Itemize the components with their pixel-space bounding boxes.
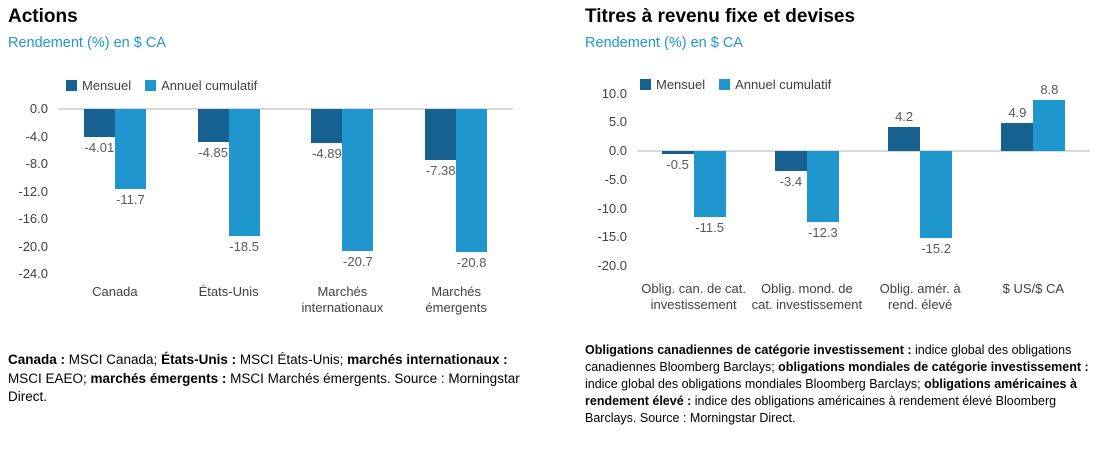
category-label: Canada: [92, 284, 138, 299]
footnote-term: marchés internationaux :: [347, 352, 508, 367]
annuel-cumulatif-bar: [1033, 100, 1066, 151]
legend-item-mensuel: Mensuel: [66, 78, 131, 93]
chart-subtitle-actions: Rendement (%) en $ CA: [8, 35, 166, 51]
category-label: Oblig. mond. de cat. investissement: [751, 281, 863, 313]
value-label: 4.9: [1008, 104, 1027, 120]
footnote-term: Canada :: [8, 352, 69, 367]
y-tick-label: -20.0: [597, 258, 627, 273]
y-tick-label: -16.0: [18, 211, 48, 226]
value-label: -12.3: [808, 224, 838, 240]
annuel-cumulatif-bar: [920, 151, 953, 239]
value-label: -11.7: [116, 192, 145, 208]
footnote-term: obligations mondiales de catégorie inves…: [778, 360, 1089, 374]
y-tick-label: -12.0: [18, 183, 48, 199]
y-tick-label: -10.0: [597, 200, 627, 216]
footnote-text: indice global des obligations mondiales …: [585, 377, 925, 391]
annuel-cumulatif-bar: [456, 109, 488, 252]
annuel-cumulatif-bar: [228, 109, 260, 237]
mensuel-swatch-icon: [66, 80, 77, 91]
legend-label-annuel-cumulatif: Annuel cumulatif: [161, 78, 258, 93]
footnote-term: Obligations canadiennes de catégorie inv…: [585, 343, 915, 357]
mensuel-bar: [661, 151, 694, 154]
category-label: Marchés internationaux: [301, 284, 384, 316]
value-label: -15.2: [921, 241, 951, 257]
annuel-cumulatif-swatch-icon: [145, 80, 157, 91]
mensuel-bar: [425, 109, 457, 160]
y-tick-label: 5.0: [608, 114, 627, 130]
mensuel-swatch-icon: [640, 79, 651, 90]
annuel-cumulatif-bar: [114, 109, 146, 190]
y-tick-label: 0.0: [29, 101, 48, 116]
value-label: -11.5: [695, 220, 724, 236]
y-tick-label: -8.0: [25, 156, 48, 171]
annuel-cumulatif-bar: [806, 151, 839, 222]
legend-fixed-income: Mensuel Annuel cumulatif: [640, 77, 831, 92]
y-tick-label: 0.0: [608, 143, 627, 158]
value-label: -20.8: [456, 255, 487, 270]
fixed-income-footnote: Obligations canadiennes de catégorie inv…: [585, 342, 1097, 427]
category-label: $ US/$ CA: [1002, 281, 1065, 296]
y-tick-label: -5.0: [604, 171, 627, 187]
zero-axis-line: [58, 108, 513, 110]
mensuel-bar: [197, 109, 229, 143]
actions-footnote: Canada : MSCI Canada; États-Unis : MSCI …: [8, 351, 535, 407]
category-label: Oblig. amér. à rend. élevé: [879, 281, 961, 313]
value-label: -0.5: [666, 156, 689, 172]
value-label: -20.7: [343, 254, 373, 270]
value-label: 8.8: [1040, 82, 1059, 98]
footnote-term: obligations américaines à rendement élev…: [585, 377, 1077, 408]
mensuel-bar: [1001, 122, 1034, 151]
y-tick-label: -15.0: [597, 229, 627, 245]
chart-title-actions: Actions: [8, 6, 78, 27]
mensuel-bar: [311, 109, 343, 143]
footnote-term: États-Unis :: [161, 352, 240, 367]
category-label: Marchés émergents: [425, 284, 487, 316]
mensuel-bar: [774, 151, 807, 171]
value-label: 4.2: [895, 108, 914, 124]
annuel-cumulatif-swatch-icon: [719, 79, 731, 90]
mensuel-bar: [888, 126, 921, 151]
y-tick-label: 10.0: [601, 85, 627, 101]
zero-axis-line: [637, 150, 1090, 152]
footnote-term: marchés émergents :: [90, 370, 231, 386]
y-tick-label: -24.0: [18, 266, 48, 281]
y-tick-label: -20.0: [18, 238, 48, 254]
value-label: -18.5: [229, 239, 259, 255]
chart-title-fixed-income: Titres à revenu fixe et devises: [585, 6, 856, 27]
value-label: -4.01: [84, 139, 115, 155]
value-label: -4.89: [312, 145, 342, 161]
annuel-cumulatif-bar: [342, 109, 374, 252]
value-label: -7.38: [425, 162, 456, 178]
footnote-text: MSCI États-Unis;: [239, 352, 348, 367]
footnote-text: MSCI Canada;: [68, 352, 162, 367]
chart-subtitle-fixed-income: Rendement (%) en $ CA: [585, 35, 743, 51]
mensuel-bar: [83, 109, 115, 137]
legend-item-mensuel: Mensuel: [640, 77, 705, 92]
y-tick-label: -4.0: [25, 128, 48, 144]
annuel-cumulatif-bar: [693, 151, 726, 218]
footnote-text: indice des obligations américaines à ren…: [585, 394, 1057, 425]
legend-label-mensuel: Mensuel: [82, 78, 132, 93]
footnote-text: MSCI EAEO;: [8, 370, 91, 386]
footnote-text: MSCI Marchés émergents. Source : Morning…: [8, 370, 520, 405]
footnote-text: indice global des obligations canadienne…: [585, 343, 1072, 374]
legend-actions: Mensuel Annuel cumulatif: [66, 78, 257, 93]
legend-label-mensuel: Mensuel: [656, 77, 706, 92]
legend-item-annuel-cumulatif: Annuel cumulatif: [145, 78, 257, 93]
category-label: États-Unis: [198, 284, 259, 299]
legend-item-annuel-cumulatif: Annuel cumulatif: [719, 77, 831, 92]
category-label: Oblig. can. de cat. investissement: [641, 281, 747, 313]
value-label: -4.85: [198, 145, 228, 161]
legend-label-annuel-cumulatif: Annuel cumulatif: [735, 77, 832, 92]
value-label: -3.4: [779, 173, 803, 189]
